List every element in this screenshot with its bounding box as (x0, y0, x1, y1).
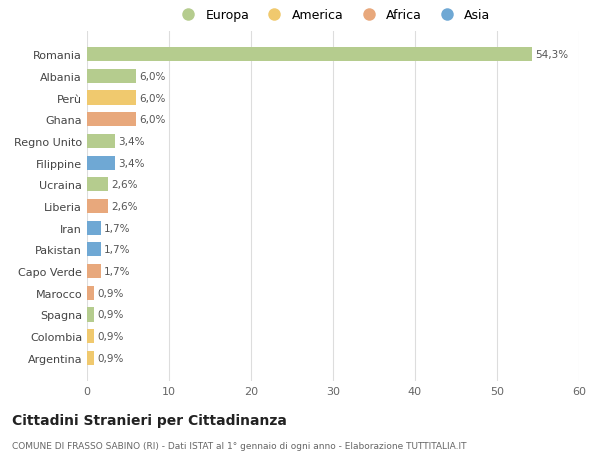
Text: 0,9%: 0,9% (98, 331, 124, 341)
Text: 1,7%: 1,7% (104, 245, 131, 255)
Bar (87, 221, 101, 235)
Text: 1,7%: 1,7% (104, 267, 131, 276)
Text: 0,9%: 0,9% (98, 288, 124, 298)
Text: 6,0%: 6,0% (139, 115, 166, 125)
Bar (87, 156, 115, 170)
Text: 6,0%: 6,0% (139, 93, 166, 103)
Text: 1,7%: 1,7% (104, 223, 131, 233)
Text: 0,9%: 0,9% (98, 353, 124, 363)
Bar (87, 48, 532, 62)
Bar (87, 70, 136, 84)
Bar (87, 178, 109, 192)
Bar (87, 134, 115, 149)
Bar (87, 113, 136, 127)
Text: 3,4%: 3,4% (118, 137, 145, 146)
Text: 3,4%: 3,4% (118, 158, 145, 168)
Text: COMUNE DI FRASSO SABINO (RI) - Dati ISTAT al 1° gennaio di ogni anno - Elaborazi: COMUNE DI FRASSO SABINO (RI) - Dati ISTA… (12, 441, 467, 450)
Text: 0,9%: 0,9% (98, 310, 124, 320)
Text: 2,6%: 2,6% (112, 180, 138, 190)
Bar (87, 91, 136, 106)
Text: 6,0%: 6,0% (139, 72, 166, 82)
Legend: Europa, America, Africa, Asia: Europa, America, Africa, Asia (175, 10, 491, 22)
Text: 54,3%: 54,3% (536, 50, 569, 60)
Bar (87, 200, 109, 213)
Bar (87, 351, 94, 365)
Bar (87, 286, 94, 300)
Bar (87, 308, 94, 322)
Bar (87, 264, 101, 279)
Text: Cittadini Stranieri per Cittadinanza: Cittadini Stranieri per Cittadinanza (12, 413, 287, 427)
Bar (87, 330, 94, 343)
Text: 2,6%: 2,6% (112, 202, 138, 212)
Bar (87, 243, 101, 257)
